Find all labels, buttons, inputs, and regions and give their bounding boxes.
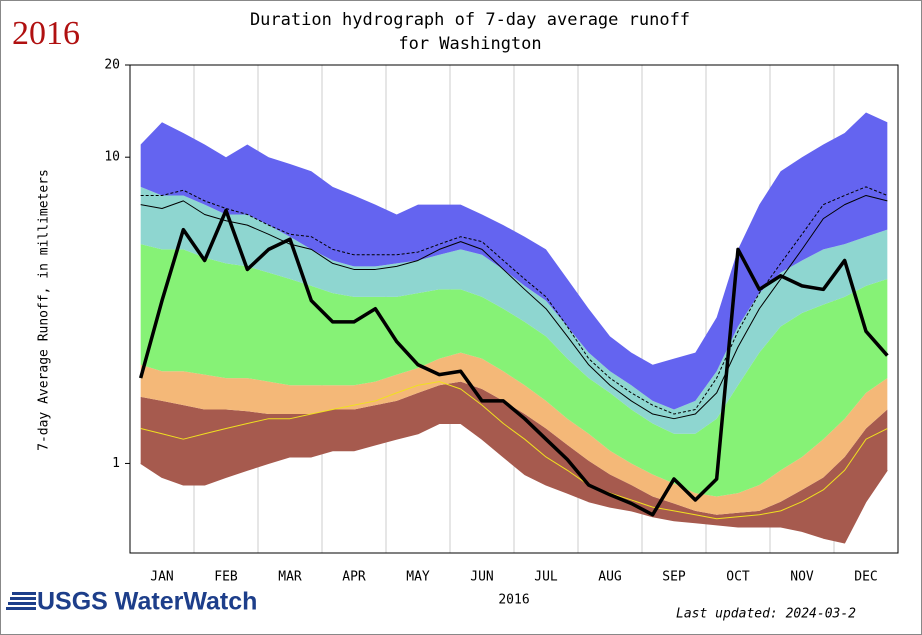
plot-area <box>138 65 889 553</box>
percentile-band <box>140 112 888 410</box>
percentile-band <box>140 186 888 434</box>
series-line <box>140 194 888 420</box>
chart-title: Duration hydrograph of 7-day average run… <box>250 10 690 30</box>
last-updated: Last updated: 2024-03-2 <box>676 607 856 622</box>
x-tick-label: SEP <box>662 570 686 585</box>
x-tick-label: APR <box>342 570 366 585</box>
series-line <box>138 208 889 517</box>
x-tick-label: MAY <box>406 570 430 585</box>
y-tick-label: 20 <box>104 58 120 73</box>
x-tick-label: JAN <box>150 570 173 585</box>
percentile-band <box>140 244 888 497</box>
x-tick-label: MAR <box>278 570 302 585</box>
x-tick-label: FEB <box>214 570 238 585</box>
logo: USGS WaterWatch <box>37 588 257 616</box>
year-label: 2016 <box>12 15 80 52</box>
x-tick-label: NOV <box>790 570 814 585</box>
x-tick-label: OCT <box>726 570 750 585</box>
x-tick-label: AUG <box>598 570 622 585</box>
series-line <box>140 381 888 520</box>
plot-border <box>129 64 899 554</box>
y-axis-label: 7-day Average Runoff, in millimeters <box>37 169 52 451</box>
logo-icon <box>6 592 36 610</box>
x-tick-label: JUN <box>470 570 493 585</box>
chart-subtitle: for Washington <box>398 34 541 54</box>
percentile-band <box>140 352 888 515</box>
percentile-band <box>140 381 888 543</box>
y-tick-label: 1 <box>112 456 120 471</box>
x-tick-label: JUL <box>534 570 558 585</box>
x-axis-label: 2016 <box>498 593 529 608</box>
y-tick-label: 10 <box>104 150 120 165</box>
x-tick-label: DEC <box>854 570 877 585</box>
